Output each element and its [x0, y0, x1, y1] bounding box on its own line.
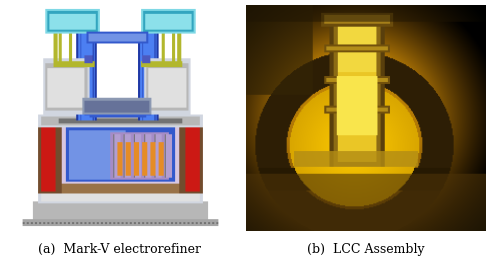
Text: (b)  LCC Assembly: (b) LCC Assembly	[307, 243, 425, 256]
Text: (a)  Mark-V electrorefiner: (a) Mark-V electrorefiner	[38, 243, 201, 256]
